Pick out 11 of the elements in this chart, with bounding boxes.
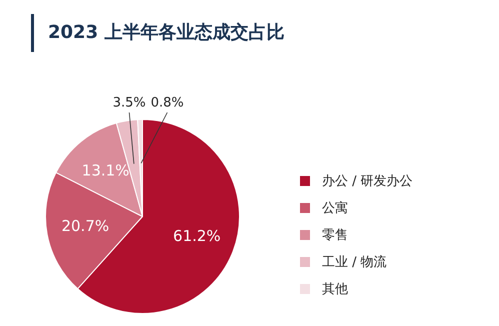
legend-label: 零售 [322,227,348,244]
data-label: 61.2% [173,227,221,246]
data-label: 20.7% [61,217,110,236]
data-label: 3.5% [112,95,146,110]
legend-label: 公寓 [322,200,348,217]
data-label: 13.1% [82,161,130,180]
legend-label: 办公 / 研发办公 [322,173,413,190]
data-label: 0.8% [150,95,184,110]
legend-label: 其他 [322,281,348,298]
legend-label: 工业 / 物流 [322,254,387,271]
chart-title: 2023 上半年各业态成交占比 [48,21,284,44]
